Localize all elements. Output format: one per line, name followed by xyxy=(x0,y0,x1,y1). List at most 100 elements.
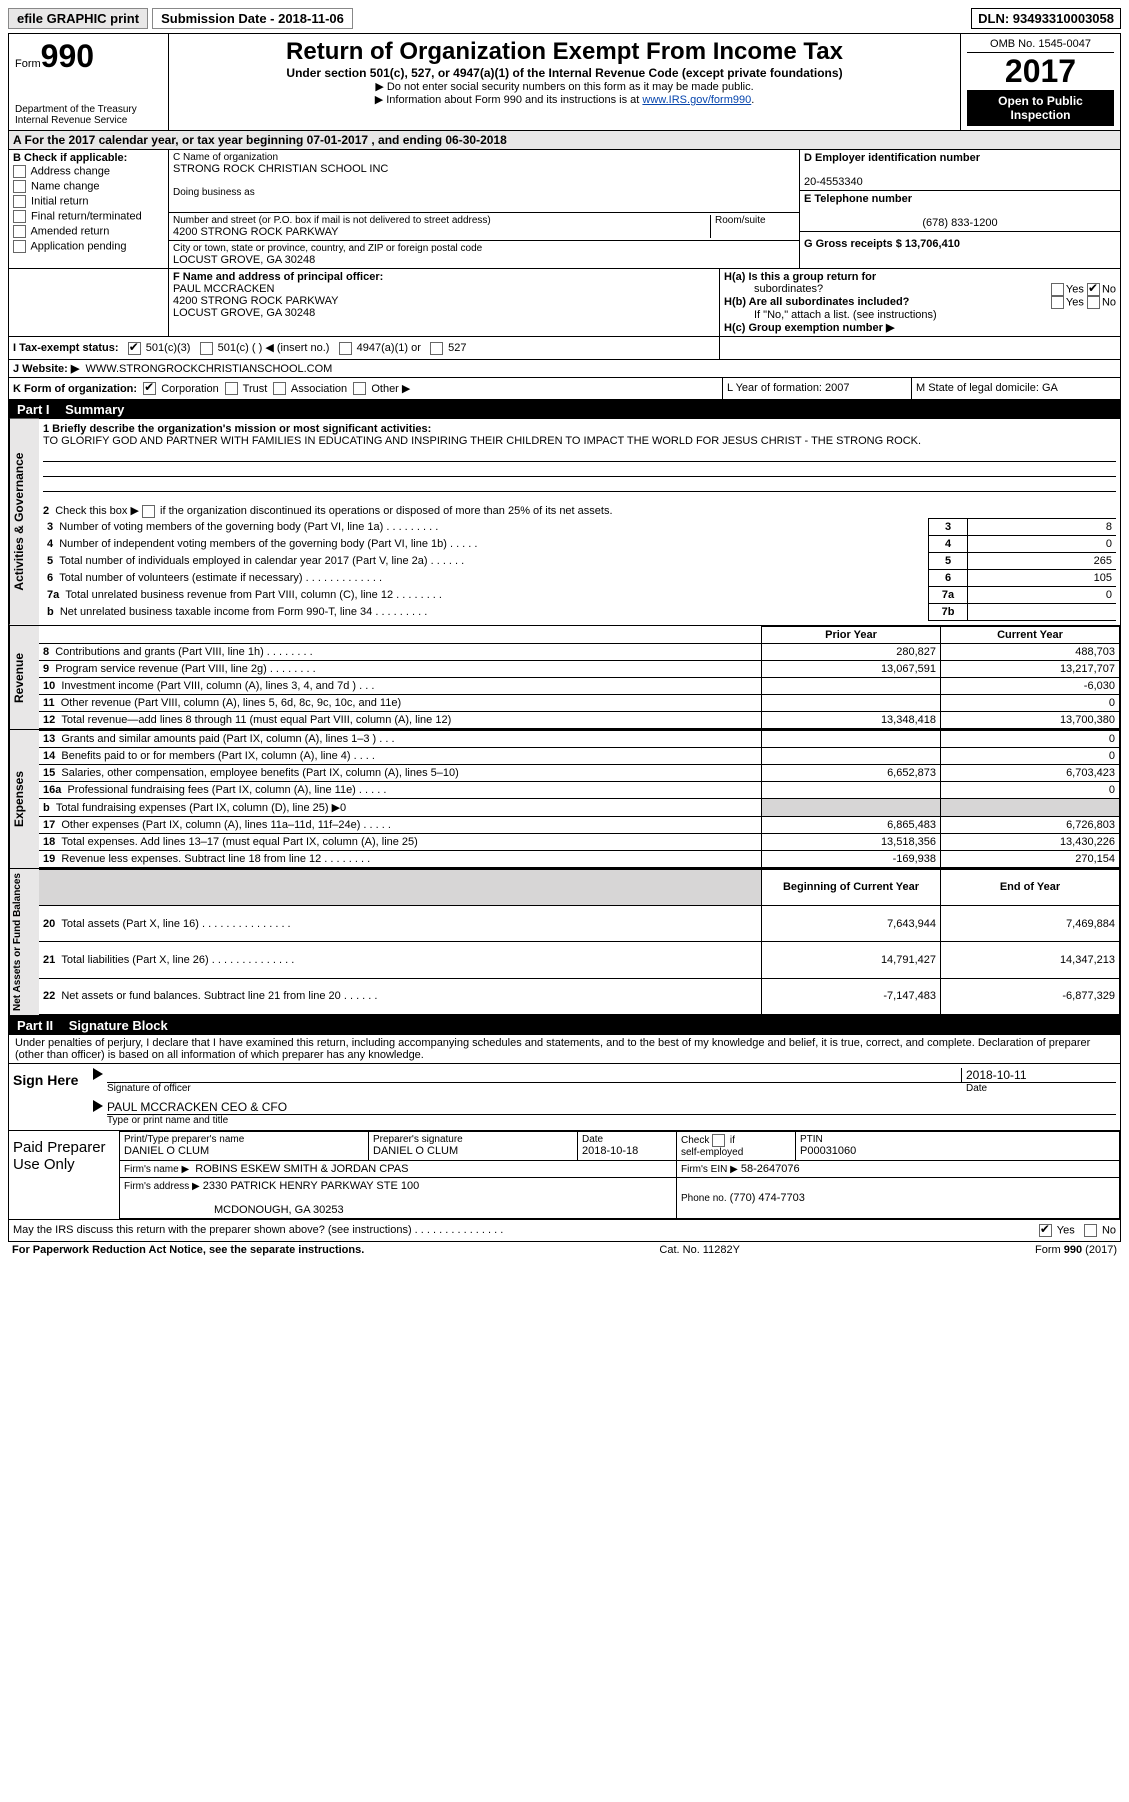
part2-header: Part II xyxy=(17,1018,53,1033)
prep-date: 2018-10-18 xyxy=(582,1145,672,1157)
dept-irs: Internal Revenue Service xyxy=(15,115,162,126)
hc-label: H(c) Group exemption number ▶ xyxy=(724,322,894,334)
open-public-2: Inspection xyxy=(969,108,1112,122)
city-state-zip: LOCUST GROVE, GA 30248 xyxy=(173,254,795,266)
discuss-yes-checkbox[interactable] xyxy=(1039,1224,1052,1237)
m-state: M State of legal domicile: GA xyxy=(912,378,1120,400)
hb-yes-checkbox[interactable] xyxy=(1051,296,1064,309)
ha-sub: subordinates? xyxy=(724,283,823,296)
check-address-change[interactable] xyxy=(13,165,26,178)
officer-city: LOCUST GROVE, GA 30248 xyxy=(173,307,715,319)
sig-arrow-icon xyxy=(93,1068,103,1080)
form-number: 990 xyxy=(41,38,94,74)
hb-label: H(b) Are all subordinates included? xyxy=(724,296,909,308)
footer-left: For Paperwork Reduction Act Notice, see … xyxy=(12,1244,364,1256)
line2-checkbox[interactable] xyxy=(142,505,155,518)
hb-no-checkbox[interactable] xyxy=(1087,296,1100,309)
check-amended-return[interactable] xyxy=(13,225,26,238)
tax-year: 2017 xyxy=(967,53,1114,90)
discuss-question: May the IRS discuss this return with the… xyxy=(13,1224,1039,1237)
vlabel-revenue: Revenue xyxy=(9,626,39,729)
501c-checkbox[interactable] xyxy=(200,342,213,355)
firm-ein: 58-2647076 xyxy=(741,1163,800,1175)
check-name-change[interactable] xyxy=(13,180,26,193)
declaration: Under penalties of perjury, I declare th… xyxy=(9,1035,1120,1063)
type-name-label: Type or print name and title xyxy=(107,1115,1116,1126)
prep-sig: DANIEL O CLUM xyxy=(373,1145,573,1157)
c-label: C Name of organization xyxy=(173,152,795,163)
form-container: Form990 Department of the Treasury Inter… xyxy=(8,33,1121,1242)
street-address: 4200 STRONG ROCK PARKWAY xyxy=(173,226,706,238)
check-application-pending[interactable] xyxy=(13,240,26,253)
firm-addr-label: Firm's address ▶ xyxy=(124,1181,200,1192)
irs-link[interactable]: www.IRS.gov/form990 xyxy=(642,94,751,106)
top-bar: efile GRAPHIC print Submission Date - 20… xyxy=(8,8,1121,29)
mission-text: TO GLORIFY GOD AND PARTNER WITH FAMILIES… xyxy=(43,435,1116,447)
sign-here-label: Sign Here xyxy=(9,1064,89,1130)
i-label: I Tax-exempt status: xyxy=(13,342,119,354)
check-final-return-terminated[interactable] xyxy=(13,210,26,223)
vlabel-netassets: Net Assets or Fund Balances xyxy=(9,869,39,1015)
ptin-label: PTIN xyxy=(800,1134,1115,1145)
sig-arrow-icon-2 xyxy=(93,1100,103,1112)
4947-checkbox[interactable] xyxy=(339,342,352,355)
line1-label: 1 Briefly describe the organization's mi… xyxy=(43,423,431,435)
f-label: F Name and address of principal officer: xyxy=(173,271,715,283)
website-url: WWW.STRONGROCKCHRISTIANSCHOOL.COM xyxy=(85,363,332,375)
501c3-checkbox[interactable] xyxy=(128,342,141,355)
line-a: A For the 2017 calendar year, or tax yea… xyxy=(9,131,1120,150)
line2: 2 Check this box ▶ if the organization d… xyxy=(43,504,1116,518)
form-subtitle: Under section 501(c), 527, or 4947(a)(1)… xyxy=(175,66,954,80)
prep-sig-label: Preparer's signature xyxy=(373,1134,573,1145)
sig-officer-label: Signature of officer xyxy=(107,1083,962,1094)
k-opt-3[interactable] xyxy=(353,382,366,395)
prep-date-label: Date xyxy=(582,1134,672,1145)
form-title: Return of Organization Exempt From Incom… xyxy=(175,38,954,66)
officer-addr: 4200 STRONG ROCK PARKWAY xyxy=(173,295,715,307)
527-checkbox[interactable] xyxy=(430,342,443,355)
form-note1: ▶ Do not enter social security numbers o… xyxy=(175,80,954,93)
l-year: L Year of formation: 2007 xyxy=(723,378,912,400)
dba-label: Doing business as xyxy=(173,187,795,198)
room-label: Room/suite xyxy=(715,215,795,226)
phone: (678) 833-1200 xyxy=(804,217,1116,229)
part1-header: Part I xyxy=(17,402,50,417)
form-label: Form xyxy=(15,58,41,70)
org-name: STRONG ROCK CHRISTIAN SCHOOL INC xyxy=(173,163,795,175)
addr-label: Number and street (or P.O. box if mail i… xyxy=(173,215,706,226)
open-public-1: Open to Public xyxy=(969,94,1112,108)
form-note2-pre: ▶ Information about Form 990 and its ins… xyxy=(375,94,643,106)
sig-date-label: Date xyxy=(962,1083,1116,1094)
ein: 20-4553340 xyxy=(804,176,1116,188)
paid-preparer-label: Paid Preparer Use Only xyxy=(9,1131,119,1219)
omb-number: OMB No. 1545-0047 xyxy=(967,38,1114,53)
firm-name: ROBINS ESKEW SMITH & JORDAN CPAS xyxy=(195,1163,408,1175)
efile-tab[interactable]: efile GRAPHIC print xyxy=(8,8,148,29)
firm-phone-label: Phone no. xyxy=(681,1193,727,1204)
firm-phone: (770) 474-7703 xyxy=(730,1192,805,1204)
ptin: P00031060 xyxy=(800,1145,1115,1157)
k-opt-2[interactable] xyxy=(273,382,286,395)
sig-date-value: 2018-10-11 xyxy=(961,1068,1116,1082)
footer-mid: Cat. No. 11282Y xyxy=(659,1244,740,1256)
officer-name-title: PAUL MCCRACKEN CEO & CFO xyxy=(107,1100,1116,1115)
self-employed-checkbox[interactable] xyxy=(712,1134,725,1147)
ha-no-checkbox[interactable] xyxy=(1087,283,1100,296)
e-label: E Telephone number xyxy=(804,193,1116,205)
vlabel-activities: Activities & Governance xyxy=(9,419,39,625)
k-label: K Form of organization: xyxy=(13,383,137,395)
ha-yes-checkbox[interactable] xyxy=(1051,283,1064,296)
form-header: Form990 Department of the Treasury Inter… xyxy=(9,34,1120,131)
firm-name-label: Firm's name ▶ xyxy=(124,1164,189,1175)
k-opt-0[interactable] xyxy=(143,382,156,395)
firm-ein-label: Firm's EIN ▶ xyxy=(681,1164,738,1175)
j-label: J Website: ▶ xyxy=(13,363,79,375)
k-opt-1[interactable] xyxy=(225,382,238,395)
discuss-no-checkbox[interactable] xyxy=(1084,1224,1097,1237)
footer-right: Form 990 (2017) xyxy=(1035,1244,1117,1256)
hb-note: If "No," attach a list. (see instruction… xyxy=(724,309,1116,321)
dept-treasury: Department of the Treasury xyxy=(15,104,162,115)
check-initial-return[interactable] xyxy=(13,195,26,208)
firm-addr2: MCDONOUGH, GA 30253 xyxy=(124,1204,344,1216)
prep-name-label: Print/Type preparer's name xyxy=(124,1134,364,1145)
